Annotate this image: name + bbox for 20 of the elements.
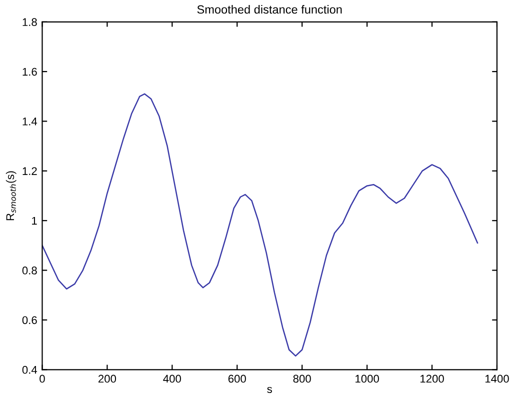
y-axis-title: R$_{smooth}$(s) [6, 171, 16, 220]
y-tick-label: 1.8 [22, 18, 37, 26]
chart-title: Smoothed distance function [197, 5, 342, 14]
x-tick-label: 1200 [420, 374, 444, 383]
x-tick-label: 600 [228, 374, 246, 383]
x-tick-label: 1400 [485, 374, 509, 383]
y-tick-label: 0.8 [22, 266, 37, 274]
x-tick-label: 200 [98, 374, 116, 383]
x-tick-label: 0 [40, 374, 45, 383]
y-tick-label: 1 [32, 216, 37, 225]
line-series [42, 93, 478, 357]
x-tick-label: 400 [163, 374, 181, 383]
y-tick-label: 0.4 [22, 366, 38, 374]
y-tick-label: 1.6 [22, 68, 37, 76]
x-tick-label: 1000 [356, 374, 379, 383]
x-axis-title: s [267, 386, 272, 394]
y-tick-label: 1.4 [22, 118, 38, 126]
x-tick-label: 800 [293, 374, 311, 383]
y-tick-label: 1.2 [22, 167, 37, 175]
y-tick-label: 0.6 [22, 316, 37, 324]
